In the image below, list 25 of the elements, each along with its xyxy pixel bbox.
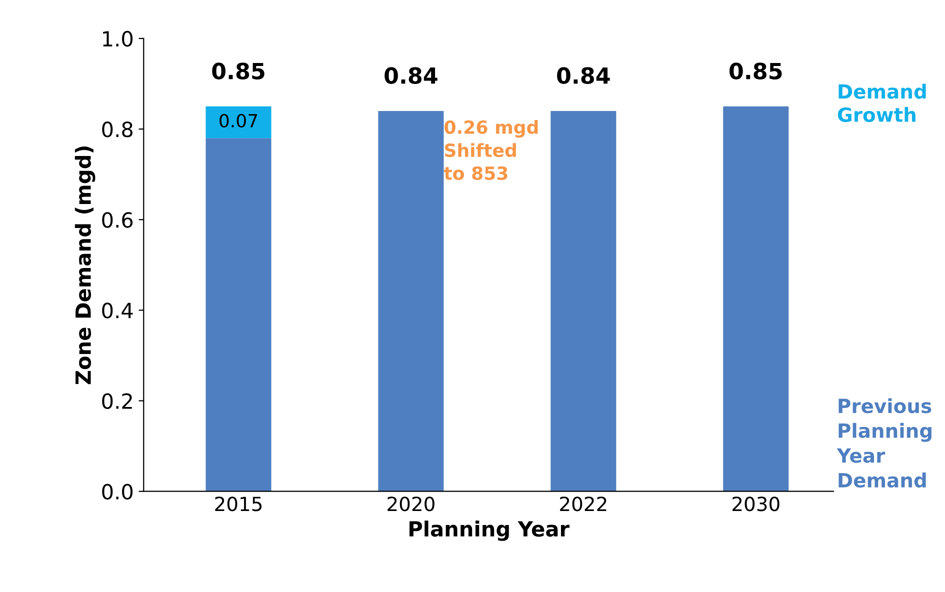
y-axis-title: Zone Demand (mgd) [74,146,96,384]
y-tick-label: 0.0 [102,484,133,500]
bar [206,106,272,138]
y-tick-label: 0.8 [102,122,132,138]
y-tick-label: 0.6 [102,212,133,228]
text: Demand Growth [838,84,926,122]
y-tick-label: 1.0 [103,30,133,47]
x-tick-label: 2030 [732,496,780,512]
text: Previous Planning Year Demand [836,398,932,488]
bar [550,110,616,492]
y-tick-label: 0.2 [102,393,132,409]
x-axis-title: Planning Year [410,520,570,541]
annotation: 0.26 mgd Shifted to 853 [444,120,538,180]
bar [378,110,444,492]
total-label: 0.85 [730,62,782,80]
total-label: 0.84 [384,67,438,84]
x-tick-label: 2022 [560,496,606,512]
y-tick-label: 0.4 [102,302,133,318]
bar [206,138,272,492]
x-tick-label: 2020 [388,496,434,512]
total-label: 0.84 [557,67,610,84]
bar [723,106,789,492]
x-tick-label: 2015 [215,496,262,512]
data-label: 0.07 [220,114,258,128]
total-label: 0.85 [212,62,264,80]
